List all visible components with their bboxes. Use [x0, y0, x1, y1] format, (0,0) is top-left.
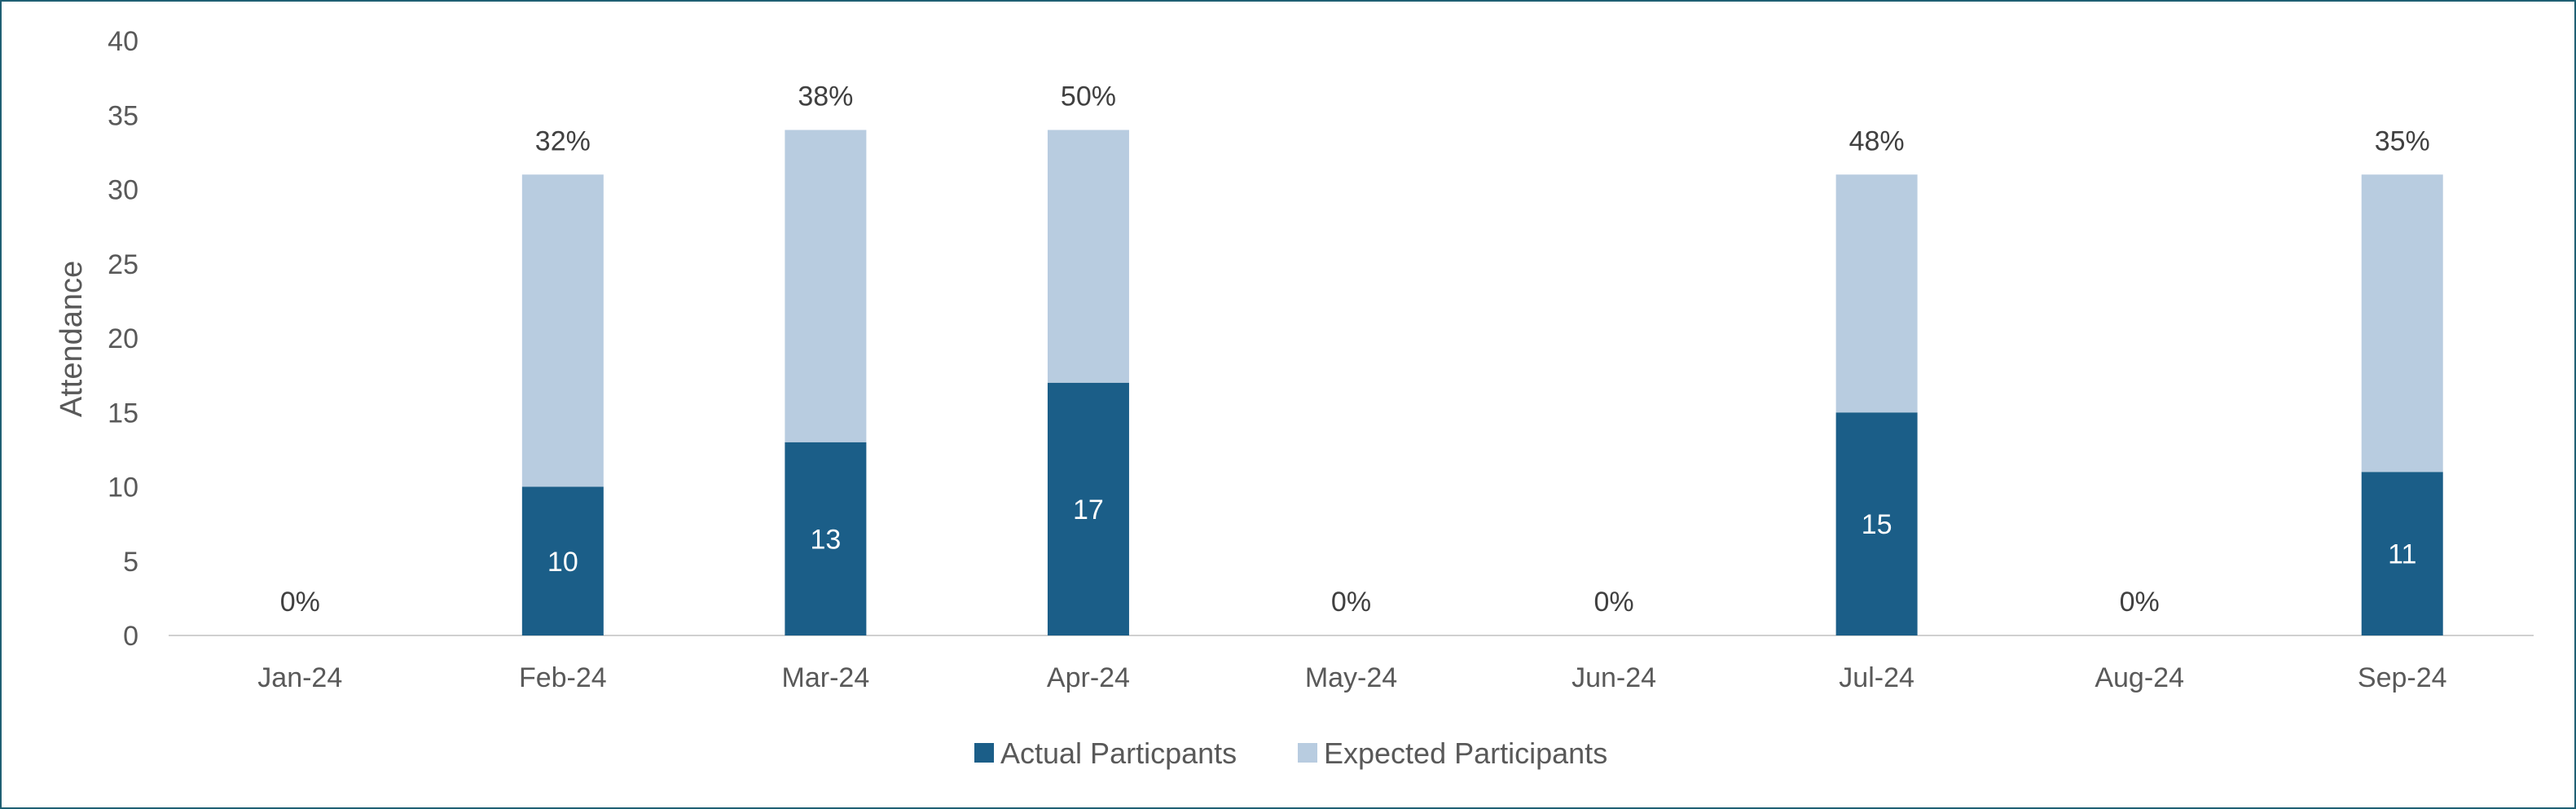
x-tick-label: Sep-24: [2358, 662, 2447, 693]
percent-label: 48%: [1849, 125, 1905, 156]
actual-value-label: 15: [1862, 509, 1892, 540]
bar-actual: [1835, 412, 1918, 635]
x-tick-label: Jul-24: [1839, 662, 1914, 693]
bar-expected: [2361, 174, 2443, 473]
x-tick-label: Mar-24: [782, 662, 870, 693]
percent-label: 0%: [1331, 587, 1371, 618]
x-tick-label: Apr-24: [1047, 662, 1130, 693]
bar-actual: [785, 442, 867, 635]
x-tick-label: Jun-24: [1572, 662, 1656, 693]
bar-actual: [521, 486, 604, 635]
legend: Actual Particpants Expected Participants: [974, 736, 1607, 770]
percent-label: 32%: [535, 125, 591, 156]
bar-actual: [1047, 382, 1129, 635]
legend-swatch-actual: [974, 743, 994, 763]
actual-value-label: 10: [547, 547, 578, 578]
percent-label: 0%: [280, 587, 320, 618]
y-tick-label: 20: [108, 323, 138, 354]
bar-actual: [2361, 472, 2443, 635]
actual-value-label: 13: [810, 524, 841, 555]
actual-value-label: 11: [2388, 539, 2416, 570]
percent-label: 0%: [1594, 587, 1633, 618]
percent-label: 0%: [2120, 587, 2160, 618]
x-tick-label: Feb-24: [519, 662, 607, 693]
y-axis-label: Attendance: [55, 261, 89, 417]
y-tick-label: 35: [108, 100, 138, 131]
y-tick-label: 25: [108, 249, 138, 280]
bar-expected: [1835, 174, 1918, 413]
y-tick-label: 15: [108, 398, 138, 429]
percent-label: 35%: [2375, 125, 2430, 156]
y-tick-label: 10: [108, 473, 138, 503]
y-tick-label: 0: [123, 621, 138, 652]
bar-expected: [785, 130, 867, 442]
percent-label: 50%: [1061, 81, 1116, 112]
bar-expected: [521, 174, 604, 487]
percent-label: 38%: [798, 81, 853, 112]
bar-expected: [1047, 130, 1129, 383]
x-tick-label: Aug-24: [2095, 662, 2184, 693]
y-tick-label: 30: [108, 175, 138, 206]
y-tick-label: 5: [123, 547, 138, 578]
actual-value-label: 17: [1073, 495, 1104, 525]
y-axis-ticks: 0 5 10 15 20 25 30 35 40: [108, 26, 138, 652]
bars-group: 0% 10 32% 13 38% 17 50% 0% 0% 15 48% 0% 11 35%: [280, 81, 2443, 635]
x-axis-ticks: Jan-24 Feb-24 Mar-24 Apr-24 May-24 Jun-24 Jul-…: [257, 662, 2446, 693]
y-tick-label: 40: [108, 26, 138, 57]
x-tick-label: May-24: [1305, 662, 1397, 693]
legend-label-expected: Expected Participants: [1324, 736, 1607, 770]
x-tick-label: Jan-24: [257, 662, 342, 693]
legend-label-actual: Actual Particpants: [1000, 736, 1237, 770]
legend-swatch-expected: [1298, 743, 1317, 763]
